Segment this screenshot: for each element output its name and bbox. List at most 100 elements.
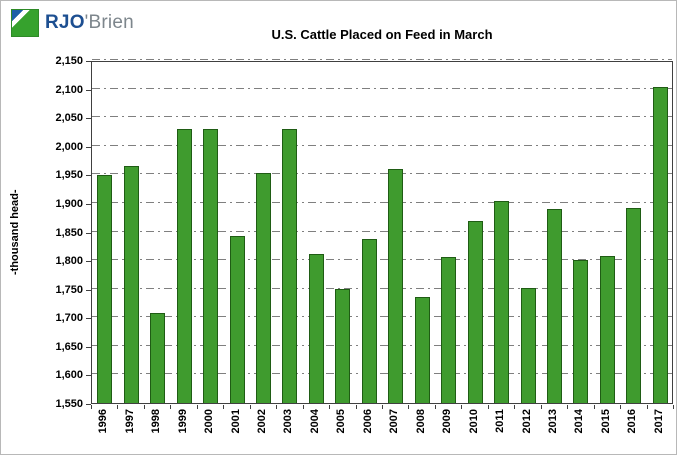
x-label-2013: 2013 xyxy=(547,409,559,434)
bar-2011 xyxy=(494,201,509,403)
x-tick-mark xyxy=(567,405,568,409)
y-tick-mark xyxy=(86,89,91,91)
x-label-2016: 2016 xyxy=(626,409,638,434)
x-tick-mark xyxy=(408,405,409,409)
x-label-2003: 2003 xyxy=(282,409,294,434)
x-label-1996: 1996 xyxy=(97,409,109,434)
gridline xyxy=(92,373,672,375)
x-tick-mark xyxy=(197,405,198,409)
x-label-2007: 2007 xyxy=(388,409,400,434)
x-tick-mark xyxy=(461,405,462,409)
chart-title: U.S. Cattle Placed on Feed in March xyxy=(271,27,493,42)
bar-2001 xyxy=(230,235,245,403)
gridline xyxy=(92,59,672,60)
x-label-2005: 2005 xyxy=(335,409,347,434)
y-tick-mark xyxy=(86,261,91,263)
y-tick-mark xyxy=(86,203,91,205)
x-label-2002: 2002 xyxy=(256,409,268,434)
x-label-2010: 2010 xyxy=(468,409,480,434)
y-tick-mark xyxy=(86,146,91,148)
gridline xyxy=(92,259,672,261)
bar-2009 xyxy=(441,256,456,403)
bar-1996 xyxy=(97,175,112,403)
x-label-1999: 1999 xyxy=(177,409,189,434)
gridline xyxy=(92,116,672,118)
x-tick-mark xyxy=(91,405,92,409)
x-tick-mark xyxy=(594,405,595,409)
x-tick-mark xyxy=(488,405,489,409)
y-tick-label: 2,100 xyxy=(55,83,83,96)
x-tick-mark xyxy=(514,405,515,409)
x-tick-mark xyxy=(382,405,383,409)
y-tick-label: 1,950 xyxy=(55,169,83,182)
logo-text-secondary: 'Brien xyxy=(84,12,134,33)
gridline xyxy=(92,87,672,89)
x-tick-mark xyxy=(620,405,621,409)
y-tick-label: 1,600 xyxy=(55,369,83,382)
x-label-2011: 2011 xyxy=(494,409,506,433)
bar-2002 xyxy=(256,173,271,403)
bar-2003 xyxy=(282,128,297,403)
y-tick-mark xyxy=(86,175,91,177)
x-label-2006: 2006 xyxy=(362,409,374,434)
x-label-2000: 2000 xyxy=(203,409,215,434)
x-label-1997: 1997 xyxy=(124,409,136,434)
x-tick-mark xyxy=(647,405,648,409)
y-tick-label: 2,150 xyxy=(55,55,83,67)
plot-area xyxy=(91,59,673,404)
x-tick-mark xyxy=(435,405,436,409)
bar-1998 xyxy=(150,312,165,403)
y-tick-mark xyxy=(86,232,91,234)
bar-2013 xyxy=(547,209,562,403)
x-tick-mark xyxy=(144,405,145,409)
y-tick-mark xyxy=(86,61,91,62)
x-label-2009: 2009 xyxy=(441,409,453,434)
y-tick-mark xyxy=(86,118,91,120)
bar-2006 xyxy=(362,238,377,403)
bar-2010 xyxy=(468,221,483,403)
x-label-2015: 2015 xyxy=(600,409,612,434)
y-tick-mark xyxy=(86,318,91,320)
x-tick-mark xyxy=(223,405,224,409)
gridline xyxy=(92,316,672,318)
x-label-1998: 1998 xyxy=(150,409,162,434)
x-label-2008: 2008 xyxy=(415,409,427,434)
bar-2005 xyxy=(335,288,350,403)
y-tick-mark xyxy=(86,404,91,405)
gridline xyxy=(92,201,672,203)
bar-2007 xyxy=(388,168,403,403)
y-tick-label: 1,800 xyxy=(55,255,83,268)
logo: RJO'Brien xyxy=(11,9,134,37)
x-tick-mark xyxy=(170,405,171,409)
bar-1999 xyxy=(177,128,192,403)
bar-1997 xyxy=(124,165,139,403)
y-tick-label: 1,650 xyxy=(55,340,83,353)
bar-2016 xyxy=(626,207,641,403)
y-tick-label: 2,050 xyxy=(55,112,83,125)
y-tick-mark xyxy=(86,346,91,348)
logo-text-primary: RJO xyxy=(45,12,85,33)
x-tick-mark xyxy=(329,405,330,409)
x-label-2001: 2001 xyxy=(230,409,242,434)
x-tick-mark xyxy=(541,405,542,409)
rjobrien-logo-icon xyxy=(11,9,39,37)
x-label-2017: 2017 xyxy=(653,409,665,434)
bar-2008 xyxy=(415,297,430,403)
bar-2015 xyxy=(600,255,615,403)
y-tick-label: 1,900 xyxy=(55,197,83,210)
x-tick-mark xyxy=(303,405,304,409)
x-tick-mark xyxy=(673,405,674,409)
y-tick-mark xyxy=(86,289,91,291)
y-tick-label: 2,000 xyxy=(55,140,83,153)
gridline xyxy=(92,230,672,232)
x-tick-mark xyxy=(276,405,277,409)
gridline xyxy=(92,144,672,146)
y-tick-mark xyxy=(86,375,91,377)
y-tick-label: 1,550 xyxy=(55,398,83,410)
bar-2004 xyxy=(309,254,324,403)
y-tick-label: 1,850 xyxy=(55,226,83,239)
logo-text: RJO'Brien xyxy=(45,9,134,37)
gridline xyxy=(92,287,672,289)
x-label-2014: 2014 xyxy=(573,409,585,434)
